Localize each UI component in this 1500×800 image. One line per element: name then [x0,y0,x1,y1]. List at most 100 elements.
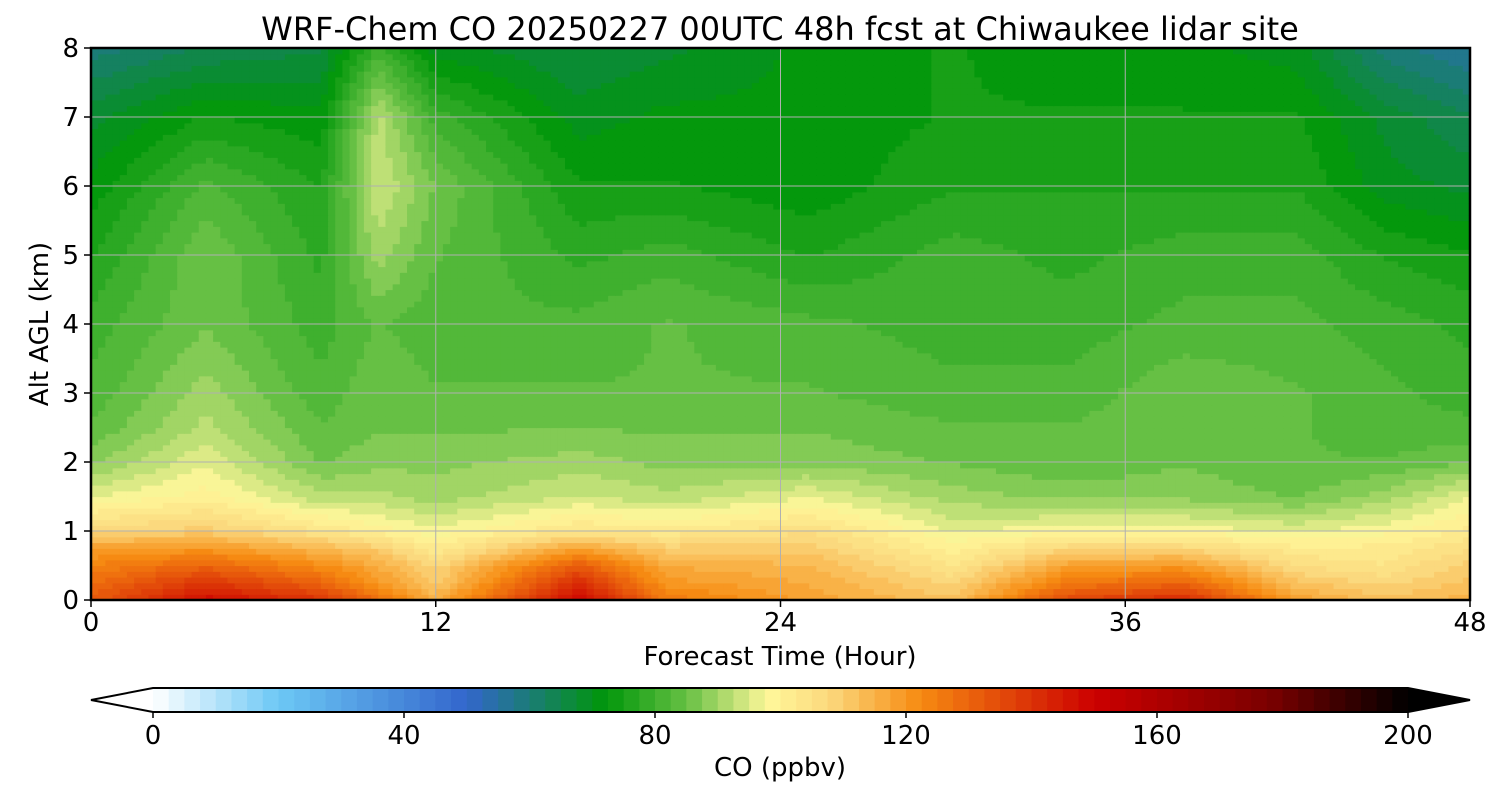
field-cell [795,583,803,589]
field-cell [673,577,681,583]
field-cell [249,566,257,572]
field-cell [249,577,257,583]
field-cell [1161,571,1169,577]
field-cell [242,560,250,566]
field-cell [1197,571,1205,577]
field-cell [227,583,235,589]
field-cell [177,583,185,589]
field-cell [1219,566,1227,572]
field-cell [1161,589,1169,595]
field-cell [407,571,415,577]
field-cell [974,566,982,572]
field-cell [967,577,975,583]
field-cell [1276,577,1284,583]
field-cell [536,577,544,583]
field-cell [1405,589,1413,595]
field-cell [1226,571,1234,577]
field-cell [1233,589,1241,595]
field-cell [1118,589,1126,595]
field-cell [816,577,824,583]
field-cell [852,583,860,589]
field-cell [1025,566,1033,572]
field-cell [400,560,408,566]
field-cell [766,589,774,595]
field-cell [615,589,623,595]
field-cell [1154,560,1162,566]
field-cell [1226,560,1234,566]
field-cell [824,589,832,595]
field-cell [594,577,602,583]
field-cell [242,566,250,572]
field-cell [522,577,530,583]
field-cell [1369,577,1377,583]
field-cell [163,566,171,572]
field-cell [1183,571,1191,577]
field-cell [622,571,630,577]
field-cell [536,560,544,566]
field-cell [536,571,544,577]
field-cell [709,589,717,595]
field-cell [824,560,832,566]
field-cell [184,571,192,577]
field-cell [745,583,753,589]
field-cell [694,560,702,566]
field-cell [1434,577,1442,583]
field-cell [500,577,508,583]
field-cell [400,583,408,589]
field-cell [235,583,243,589]
field-cell [1405,577,1413,583]
field-cell [795,566,803,572]
field-cell [278,589,286,595]
field-cell [587,577,595,583]
field-cell [450,560,458,566]
field-cell [1269,583,1277,589]
field-cell [967,583,975,589]
field-cell [1132,560,1140,566]
field-cell [249,560,257,566]
field-cell [170,560,178,566]
field-cell [601,560,609,566]
field-cell [1334,566,1342,572]
field-cell [1398,589,1406,595]
field-cell [227,589,235,595]
field-cell [1154,589,1162,595]
field-cell [105,583,113,589]
field-cell [1441,566,1449,572]
field-cell [1305,577,1313,583]
field-cell [213,566,221,572]
field-cell [874,560,882,566]
field-cell [120,566,128,572]
field-cell [299,589,307,595]
field-cell [242,583,250,589]
field-cell [601,566,609,572]
field-cell [436,566,444,572]
field-cell [1140,589,1148,595]
field-cell [1125,577,1133,583]
field-cell [565,577,573,583]
field-cell [1319,560,1327,566]
field-cell [1355,566,1363,572]
field-cell [127,554,135,560]
field-cell [1125,566,1133,572]
field-cell [1377,583,1385,589]
field-cell [421,566,429,572]
field-cell [974,571,982,577]
field-cell [1319,589,1327,595]
field-cell [730,589,738,595]
field-cell [98,566,106,572]
field-cell [989,589,997,595]
field-cell [508,589,516,595]
field-cell [328,589,336,595]
field-cell [867,560,875,566]
field-cell [529,589,537,595]
field-cell [522,566,530,572]
field-cell [1326,589,1334,595]
field-cell [759,560,767,566]
field-cell [400,589,408,595]
field-cell [543,577,551,583]
field-cell [1147,577,1155,583]
field-cell [1377,571,1385,577]
field-cell [184,560,192,566]
field-cell [831,560,839,566]
field-cell [558,566,566,572]
